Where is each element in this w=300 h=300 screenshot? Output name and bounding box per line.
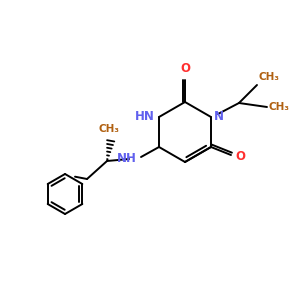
Text: CH₃: CH₃: [259, 72, 280, 82]
Text: O: O: [235, 149, 245, 163]
Text: N: N: [214, 110, 224, 122]
Text: NH: NH: [117, 152, 137, 166]
Text: CH₃: CH₃: [269, 102, 290, 112]
Text: HN: HN: [135, 110, 155, 122]
Text: CH₃: CH₃: [98, 124, 119, 134]
Text: O: O: [180, 62, 190, 75]
